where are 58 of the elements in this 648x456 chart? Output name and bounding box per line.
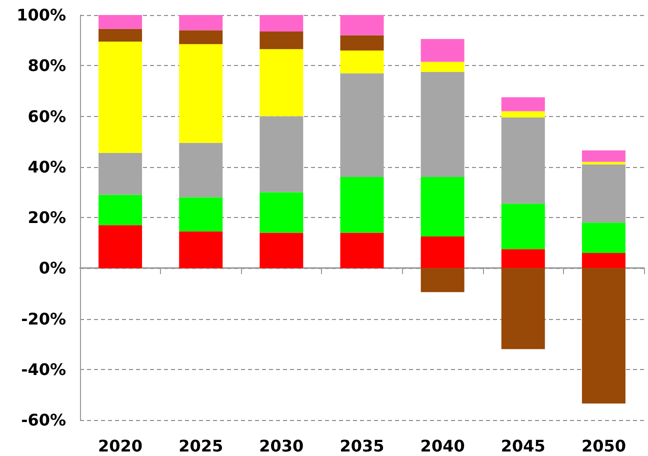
- bar: [260, 232, 304, 268]
- y-tick-label: 80%: [28, 56, 66, 76]
- y-tick-label: -60%: [21, 410, 66, 430]
- bar: [582, 164, 626, 223]
- bar: [420, 62, 464, 72]
- y-tick-label: 0%: [38, 258, 66, 278]
- bar: [260, 15, 304, 32]
- bar: [340, 15, 384, 36]
- bar: [501, 111, 545, 118]
- bar: [420, 177, 464, 236]
- x-tick-label: 2030: [259, 436, 304, 456]
- bar: [582, 150, 626, 162]
- bar: [501, 118, 545, 204]
- bar: [98, 152, 142, 195]
- bar: [501, 268, 545, 350]
- bar: [260, 49, 304, 116]
- bar: [98, 194, 142, 226]
- bar: [179, 44, 223, 143]
- y-tick-label: -40%: [21, 360, 66, 379]
- bar: [179, 15, 223, 30]
- y-tick-label: 60%: [28, 106, 66, 126]
- x-tick-label: 2045: [500, 436, 546, 456]
- bar: [340, 177, 384, 233]
- bar: [501, 249, 545, 268]
- bar: [582, 252, 626, 268]
- y-tick-label: 40%: [28, 157, 66, 176]
- bar: [501, 204, 545, 250]
- x-tick-label: 2025: [178, 436, 224, 456]
- bar: [420, 72, 464, 177]
- bar: [260, 192, 304, 233]
- bar: [260, 116, 304, 192]
- x-tick-label: 2050: [581, 436, 626, 456]
- bar: [179, 231, 223, 268]
- bar: [340, 50, 384, 74]
- bar: [98, 15, 142, 29]
- bar: [582, 162, 626, 164]
- x-tick-label: 2020: [98, 436, 143, 456]
- bar: [179, 197, 223, 232]
- bar: [98, 225, 142, 268]
- bar: [179, 142, 223, 198]
- bar: [179, 30, 223, 44]
- x-tick-label: 2035: [340, 436, 384, 456]
- bar: [340, 35, 384, 50]
- bar: [420, 268, 464, 292]
- bar: [501, 97, 545, 112]
- bar: [260, 31, 304, 50]
- y-tick-label: -20%: [21, 309, 66, 328]
- bar: [420, 39, 464, 62]
- bar: [582, 222, 626, 253]
- y-tick-label: 20%: [28, 208, 66, 227]
- bar: [98, 42, 142, 153]
- bar: [582, 268, 626, 404]
- bar: [420, 236, 464, 268]
- x-tick-label: 2040: [420, 436, 465, 456]
- bar: [340, 73, 384, 177]
- bar: [98, 28, 142, 42]
- y-tick-label: 100%: [16, 6, 66, 24]
- bar: [340, 232, 384, 268]
